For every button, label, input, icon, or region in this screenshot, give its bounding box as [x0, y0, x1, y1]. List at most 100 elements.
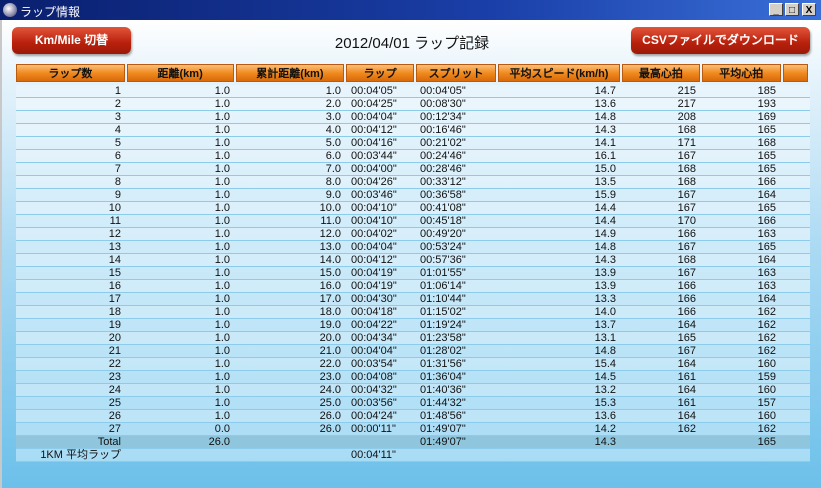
cell-lap-time: 00:04'24" [351, 410, 397, 422]
cell-lap-number: 15 [108, 267, 121, 279]
cell-lap-time: 00:00'11" [351, 423, 396, 435]
cell-extra [782, 371, 808, 383]
cell-extra [782, 423, 808, 435]
cell-avg-hr: 165 [757, 163, 776, 175]
cell-cumulative-distance: 22.0 [319, 358, 341, 370]
cell-lap-time: 00:04'04" [351, 241, 397, 253]
cell-lap-time: 00:04'16" [351, 137, 397, 149]
cell-max-hr: 161 [677, 397, 696, 409]
cell-extra [782, 241, 808, 253]
csv-download-button[interactable]: CSVファイルでダウンロード [631, 27, 810, 54]
cell-avg-speed: 15.9 [594, 189, 616, 201]
cell-avg-speed: 14.0 [594, 306, 616, 318]
cell-avg-speed: 15.4 [594, 358, 616, 370]
table-row: 27 0.0 26.0 00:00'11" 01:49'07" 14.2 162 162 [16, 423, 810, 436]
cell-lap-number: 8 [114, 176, 121, 188]
table-row: 18 1.0 18.0 00:04'18" 01:15'02" 14.0 166 162 [16, 306, 810, 319]
cell-distance: 1.0 [214, 319, 230, 331]
cell-extra [782, 280, 808, 292]
cell-avg-speed: 16.1 [594, 150, 616, 162]
table-row: 6 1.0 6.0 00:03'44" 00:24'46" 16.1 167 165 [16, 150, 810, 163]
cell-distance: 1.0 [214, 280, 230, 292]
cell-avg-speed: 15.3 [594, 397, 616, 409]
cell-cumulative-distance: 21.0 [319, 345, 341, 357]
unit-toggle-button[interactable]: Km/Mile 切替 [12, 27, 131, 54]
cell-distance: 1.0 [214, 215, 230, 227]
cell-avg-speed: 14.8 [594, 111, 616, 123]
cell-cumulative-distance: 9.0 [325, 189, 341, 201]
cell-avg-speed: 14.4 [594, 202, 616, 214]
header-col-split[interactable]: スプリット [415, 64, 497, 82]
header-col-extra[interactable] [782, 64, 808, 82]
table-row: 13 1.0 13.0 00:04'04" 00:53'24" 14.8 167 165 [16, 241, 810, 254]
cell-max-hr: 167 [677, 189, 696, 201]
table-row: 2 1.0 2.0 00:04'25" 00:08'30" 13.6 217 193 [16, 98, 810, 111]
cell-avg-speed: 13.6 [594, 98, 616, 110]
cell-lap-time: 00:04'12" [351, 124, 397, 136]
cell-avg-speed: 13.3 [594, 293, 616, 305]
cell-extra [782, 150, 808, 162]
cell-lap-time: 00:04'11" [351, 449, 396, 461]
cell-avg-speed: 14.7 [594, 85, 616, 97]
close-button[interactable]: X [802, 3, 816, 16]
header-col-lap-time[interactable]: ラップ [346, 64, 414, 82]
cell-avg-hr: 160 [757, 358, 776, 370]
cell-lap-time: 00:04'22" [351, 319, 397, 331]
header-col-distance[interactable]: 距離(km) [126, 64, 234, 82]
cell-lap-time: 00:03'56" [351, 397, 397, 409]
cell-distance: 1.0 [214, 163, 230, 175]
minimize-button[interactable]: _ [769, 3, 783, 16]
cell-avg-hr: 157 [757, 397, 776, 409]
cell-distance: 1.0 [214, 150, 230, 162]
cell-cumulative-distance: 23.0 [319, 371, 341, 383]
cell-lap-number: 2 [114, 98, 121, 110]
header-col-avg-speed[interactable]: 平均スピード(km/h) [498, 64, 620, 82]
cell-avg-hr: 166 [757, 176, 776, 188]
cell-lap-time: 00:04'10" [351, 202, 397, 214]
cell-avg-speed: 14.8 [594, 345, 616, 357]
cell-extra [782, 319, 808, 331]
window-title: ラップ情報 [20, 5, 81, 19]
cell-avg-speed [498, 449, 622, 461]
cell-extra [782, 137, 808, 149]
table-row: 21 1.0 21.0 00:04'04" 01:28'02" 14.8 167 162 [16, 345, 810, 358]
cell-split: 01:23'58" [420, 332, 466, 344]
cell-max-hr: 168 [677, 163, 696, 175]
cell-extra [782, 358, 808, 370]
cell-lap-number: 4 [114, 124, 121, 136]
cell-lap-time: 00:04'19" [351, 267, 397, 279]
table-row: 5 1.0 5.0 00:04'16" 00:21'02" 14.1 171 168 [16, 137, 810, 150]
cell-lap-time: 00:03'54" [351, 358, 397, 370]
cell-avg-hr: 165 [757, 202, 776, 214]
maximize-button[interactable]: □ [785, 3, 799, 16]
header-col-avg-hr[interactable]: 平均心拍 [702, 64, 781, 82]
cell-lap-number: 13 [108, 241, 121, 253]
cell-avg-speed: 13.1 [594, 332, 616, 344]
cell-lap-time: 00:04'34" [351, 332, 397, 344]
header-col-lap-number[interactable]: ラップ数 [16, 64, 125, 82]
table-row: 14 1.0 14.0 00:04'12" 00:57'36" 14.3 168 164 [16, 254, 810, 267]
cell-avg-speed: 13.6 [594, 410, 616, 422]
average-lap-row: 1KM 平均ラップ 00:04'11" [16, 449, 810, 462]
cell-lap-number: 5 [114, 137, 121, 149]
table-row: 22 1.0 22.0 00:03'54" 01:31'56" 15.4 164 160 [16, 358, 810, 371]
cell-distance: 1.0 [214, 111, 230, 123]
cell-lap-time: 00:04'05" [351, 85, 397, 97]
cell-split: 01:36'04" [420, 371, 466, 383]
cell-extra [782, 176, 808, 188]
cell-avg-hr: 163 [757, 228, 776, 240]
header-col-max-hr[interactable]: 最高心拍 [621, 64, 701, 82]
cell-lap-time: 00:04'12" [351, 254, 397, 266]
cell-distance [127, 449, 236, 461]
cell-max-hr: 164 [677, 358, 696, 370]
header-col-cumulative-distance[interactable]: 累計距離(km) [235, 64, 345, 82]
cell-distance: 1.0 [214, 293, 230, 305]
cell-split [416, 449, 498, 461]
cell-distance: 1.0 [214, 397, 230, 409]
cell-max-hr: 164 [677, 319, 696, 331]
cell-lap-number: 22 [108, 358, 121, 370]
cell-avg-speed: 14.3 [594, 124, 616, 136]
cell-distance: 1.0 [214, 332, 230, 344]
cell-avg-hr: 166 [757, 215, 776, 227]
cell-max-hr: 170 [677, 215, 696, 227]
